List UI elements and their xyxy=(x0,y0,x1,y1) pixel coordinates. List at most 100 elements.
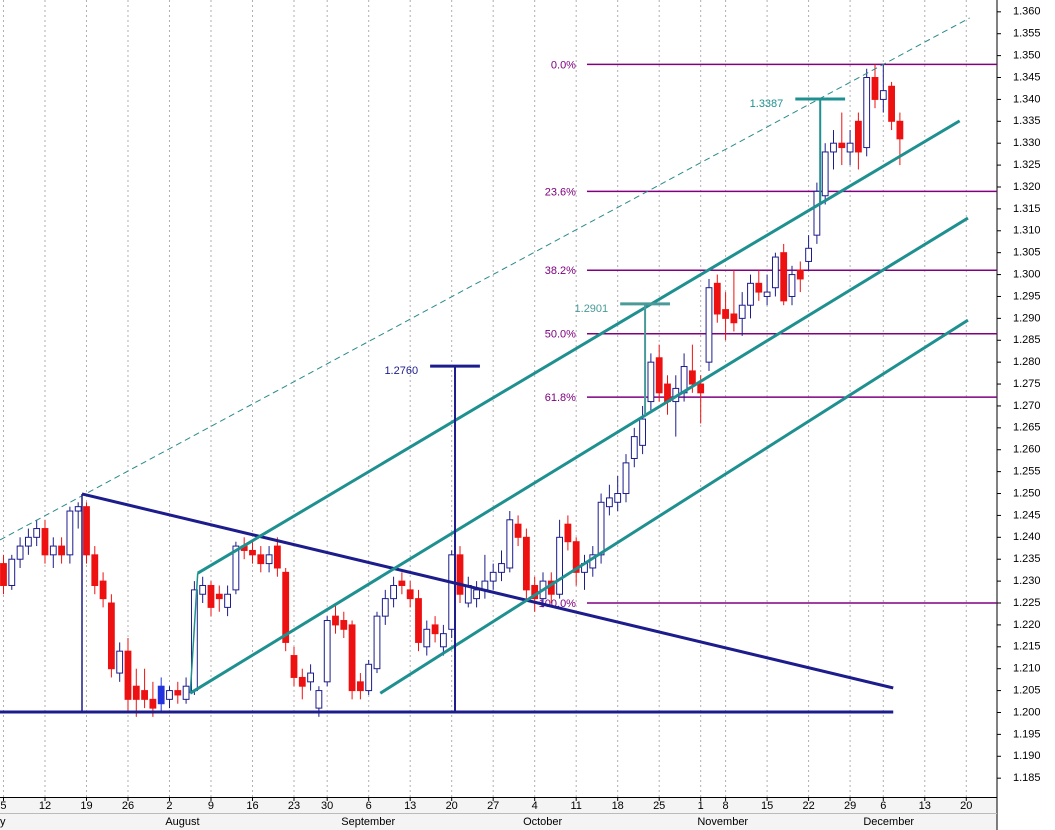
y-tick-label: 1.200 xyxy=(1013,706,1041,718)
fib-label: 38.2% xyxy=(545,265,576,277)
candle-body xyxy=(58,545,65,556)
candle-body xyxy=(747,282,754,306)
x-tick-label: 15 xyxy=(761,800,773,812)
y-tick-label: 1.265 xyxy=(1013,422,1041,434)
y-tick-label: 1.185 xyxy=(1013,772,1041,784)
candle-body xyxy=(439,633,447,648)
y-tick-label: 1.360 xyxy=(1013,6,1041,18)
y-tick-label: 1.215 xyxy=(1013,641,1041,653)
y-tick-label: 1.300 xyxy=(1013,268,1041,280)
candle-body xyxy=(199,584,207,595)
candle-body xyxy=(830,142,837,153)
candle-body xyxy=(315,690,323,709)
candle-body xyxy=(282,571,290,643)
candle-body xyxy=(348,624,356,692)
trend-line xyxy=(196,119,961,575)
candle-body xyxy=(340,620,348,630)
month-label: y xyxy=(0,816,6,828)
candle-body xyxy=(373,615,381,670)
candle-body xyxy=(166,690,173,700)
candle-body xyxy=(431,624,439,635)
candle-body xyxy=(24,536,32,547)
y-tick-label: 1.325 xyxy=(1013,159,1041,171)
candle-body xyxy=(838,142,846,149)
y-tick-label: 1.255 xyxy=(1013,466,1041,478)
y-tick-label: 1.305 xyxy=(1013,247,1041,259)
candle-body xyxy=(174,690,182,696)
candle-body xyxy=(489,571,497,582)
month-label: November xyxy=(697,816,748,828)
x-tick-label: 16 xyxy=(246,800,258,812)
trend-line xyxy=(189,216,969,695)
candle-body xyxy=(456,554,464,595)
candle-body xyxy=(713,282,721,315)
y-tick-label: 1.355 xyxy=(1013,28,1041,40)
y-tick-label: 1.345 xyxy=(1013,71,1041,83)
candle-body xyxy=(16,545,24,560)
trend-line xyxy=(0,17,970,541)
candle-body xyxy=(381,598,389,617)
x-tick-label: 19 xyxy=(80,800,92,812)
measure-label: 1.2760 xyxy=(384,365,418,377)
y-tick-label: 1.290 xyxy=(1013,312,1041,324)
fib-label: 23.6% xyxy=(545,186,576,198)
y-tick-label: 1.320 xyxy=(1013,181,1041,193)
candle-body xyxy=(83,506,90,556)
trend-line xyxy=(379,318,969,695)
x-tick-label: 12 xyxy=(39,800,51,812)
candle-body xyxy=(398,580,406,586)
trend-line xyxy=(189,573,199,694)
y-tick-label: 1.210 xyxy=(1013,663,1041,675)
x-tick-label: 13 xyxy=(919,800,931,812)
y-tick-label: 1.270 xyxy=(1013,400,1041,412)
candle-body xyxy=(249,549,256,556)
y-tick-label: 1.220 xyxy=(1013,619,1041,631)
candle-body xyxy=(805,247,812,262)
candle-body xyxy=(738,304,746,319)
x-tick-label: 22 xyxy=(802,800,814,812)
y-tick-label: 1.310 xyxy=(1013,225,1041,237)
x-tick-label: 9 xyxy=(208,800,214,812)
y-tick-label: 1.230 xyxy=(1013,575,1041,587)
measure-label: 1.2901 xyxy=(575,303,609,315)
candle-body xyxy=(116,650,124,674)
candle-body xyxy=(572,541,580,573)
candle-body xyxy=(697,383,705,394)
y-tick-label: 1.250 xyxy=(1013,487,1041,499)
candle-body xyxy=(157,685,165,705)
y-tick-label: 1.295 xyxy=(1013,290,1041,302)
candle-body xyxy=(630,436,638,459)
candle-body xyxy=(755,282,763,293)
x-tick-label: 11 xyxy=(570,800,581,812)
candle-body xyxy=(879,90,887,100)
candle-body xyxy=(0,563,7,586)
measure-label: 1.3387 xyxy=(750,98,784,110)
candle-body xyxy=(415,598,422,643)
y-tick-label: 1.340 xyxy=(1013,93,1041,105)
trend-line xyxy=(81,492,894,690)
candle-body xyxy=(647,361,655,403)
x-tick-label: 1 xyxy=(698,800,704,812)
y-tick-label: 1.350 xyxy=(1013,50,1041,62)
fib-label: 61.8% xyxy=(545,392,576,404)
candle-body xyxy=(788,274,796,297)
candle-body xyxy=(564,523,572,543)
candle-body xyxy=(307,672,314,683)
candle-body xyxy=(522,536,530,591)
candle-body xyxy=(33,528,41,538)
candle-body xyxy=(514,523,522,538)
candle-body xyxy=(813,190,821,236)
candle-body xyxy=(91,554,99,586)
candle-body xyxy=(215,593,223,600)
candle-body xyxy=(298,676,306,687)
month-label: December xyxy=(863,816,914,828)
month-label: September xyxy=(341,816,395,828)
x-tick-label: 25 xyxy=(653,800,665,812)
month-label: October xyxy=(523,816,562,828)
candle-body xyxy=(639,418,646,446)
candle-body xyxy=(356,681,364,692)
x-tick-label: 27 xyxy=(487,800,499,812)
y-tick-label: 1.225 xyxy=(1013,597,1041,609)
